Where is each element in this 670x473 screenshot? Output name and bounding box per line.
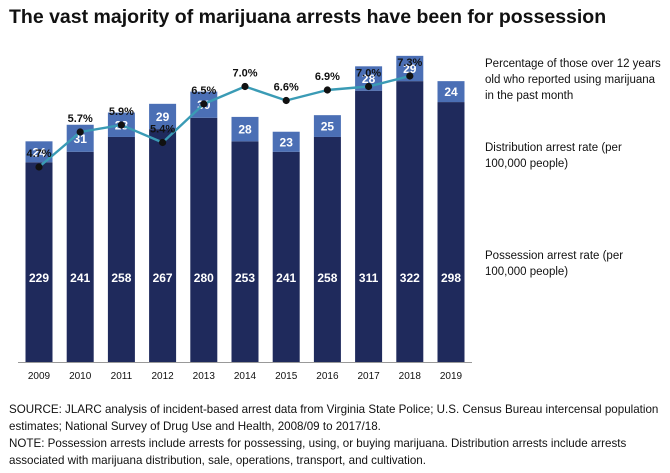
usage-percent-label: 6.9% <box>315 71 340 83</box>
usage-percent-label: 7.0% <box>356 68 381 80</box>
x-tick-label: 2012 <box>151 371 174 382</box>
x-tick-label: 2018 <box>399 371 422 382</box>
possession-bar-2011 <box>107 136 135 362</box>
distribution-value-label: 25 <box>321 120 335 134</box>
possession-value-label: 311 <box>359 271 379 285</box>
possession-bar-2019 <box>437 102 465 363</box>
possession-bar-2010 <box>66 151 94 362</box>
x-tick-label: 2019 <box>440 371 463 382</box>
usage-marker <box>406 72 414 80</box>
usage-percent-label: 5.4% <box>150 124 175 136</box>
legend-distribution-rate: Distribution arrest rate (per 100,000 pe… <box>485 142 622 170</box>
x-tick-label: 2017 <box>357 371 380 382</box>
possession-value-label: 267 <box>153 271 173 285</box>
usage-line-group: 4.7% 5.7% 5.9% 5.4% 6.5% 7.0% 6.6% 6.9% 7.0% 7.3% <box>26 57 423 171</box>
usage-marker <box>117 121 125 129</box>
distribution-bar-2015 <box>272 131 300 152</box>
possession-bar-2018 <box>396 81 424 363</box>
possession-bar-2015 <box>272 151 300 362</box>
usage-percent-label: 6.5% <box>191 85 216 97</box>
x-tick-label: 2009 <box>28 371 51 382</box>
possession-bar-2014 <box>231 141 259 362</box>
usage-percent-label: 6.6% <box>274 82 299 94</box>
possession-bar-2012 <box>149 129 177 362</box>
x-tick-label: 2015 <box>275 371 298 382</box>
x-tick-label: 2013 <box>193 371 216 382</box>
usage-marker <box>35 163 43 171</box>
distribution-bar-2012 <box>149 103 177 130</box>
usage-marker <box>241 82 249 91</box>
possession-bar-2017 <box>355 90 383 362</box>
usage-percent-label: 7.3% <box>397 57 422 69</box>
usage-marker <box>365 82 373 91</box>
legend-possession-rate: Possession arrest rate (per 100,000 peop… <box>485 250 624 278</box>
distribution-bar-2009 <box>25 141 53 163</box>
distribution-value-label: 28 <box>362 72 376 86</box>
possession-bar-2009 <box>25 162 53 362</box>
chart-canvas: 2292424131258282672928030253282412325825… <box>18 55 472 382</box>
x-tick-label: 2016 <box>316 371 339 382</box>
legend-usage-percentage: Percentage of those over 12 years old wh… <box>485 58 661 102</box>
usage-marker <box>159 138 167 147</box>
usage-percent-label: 7.0% <box>232 68 257 80</box>
possession-value-label: 241 <box>276 271 296 285</box>
source-note: SOURCE: JLARC analysis of incident-based… <box>9 403 659 433</box>
usage-marker <box>200 100 208 108</box>
distribution-bar-2019 <box>437 81 465 103</box>
possession-value-label: 322 <box>400 271 420 285</box>
distribution-value-label: 29 <box>403 62 417 76</box>
distribution-value-label: 23 <box>280 135 294 149</box>
usage-marker <box>76 128 84 136</box>
usage-marker <box>282 96 290 105</box>
possession-value-label: 280 <box>194 271 214 285</box>
possession-value-label: 298 <box>441 271 461 285</box>
usage-percent-label: 5.7% <box>68 113 93 125</box>
bars-group: 2292424131258282672928030253282412325825… <box>25 55 465 363</box>
footnote: NOTE: Possession arrests include arrests… <box>9 437 627 467</box>
x-tick-label: 2014 <box>234 371 257 382</box>
distribution-value-label: 29 <box>156 110 170 124</box>
usage-trend-line <box>38 74 411 168</box>
distribution-value-label: 24 <box>444 85 458 99</box>
possession-value-label: 258 <box>317 271 337 285</box>
distribution-bar-2014 <box>231 116 259 142</box>
possession-bar-2016 <box>313 136 341 362</box>
chart-title: The vast majority of marijuana arrests h… <box>9 6 607 28</box>
x-tick-label: 2010 <box>69 371 92 382</box>
distribution-value-label: 24 <box>32 145 46 159</box>
usage-percent-label: 4.7% <box>26 148 51 160</box>
usage-percent-label: 5.9% <box>109 106 134 118</box>
possession-value-label: 258 <box>111 271 131 285</box>
x-tick-label: 2011 <box>111 371 133 382</box>
possession-value-label: 241 <box>70 271 90 285</box>
usage-marker <box>323 86 331 94</box>
x-tick-labels: 2009 2010 2011 2012 2013 2014 2015 2016 2017 2018… <box>28 371 463 382</box>
possession-value-label: 253 <box>235 271 255 285</box>
possession-bar-2013 <box>190 117 218 363</box>
distribution-bar-2016 <box>313 115 341 137</box>
possession-value-label: 229 <box>29 271 49 285</box>
distribution-value-label: 28 <box>238 123 252 137</box>
